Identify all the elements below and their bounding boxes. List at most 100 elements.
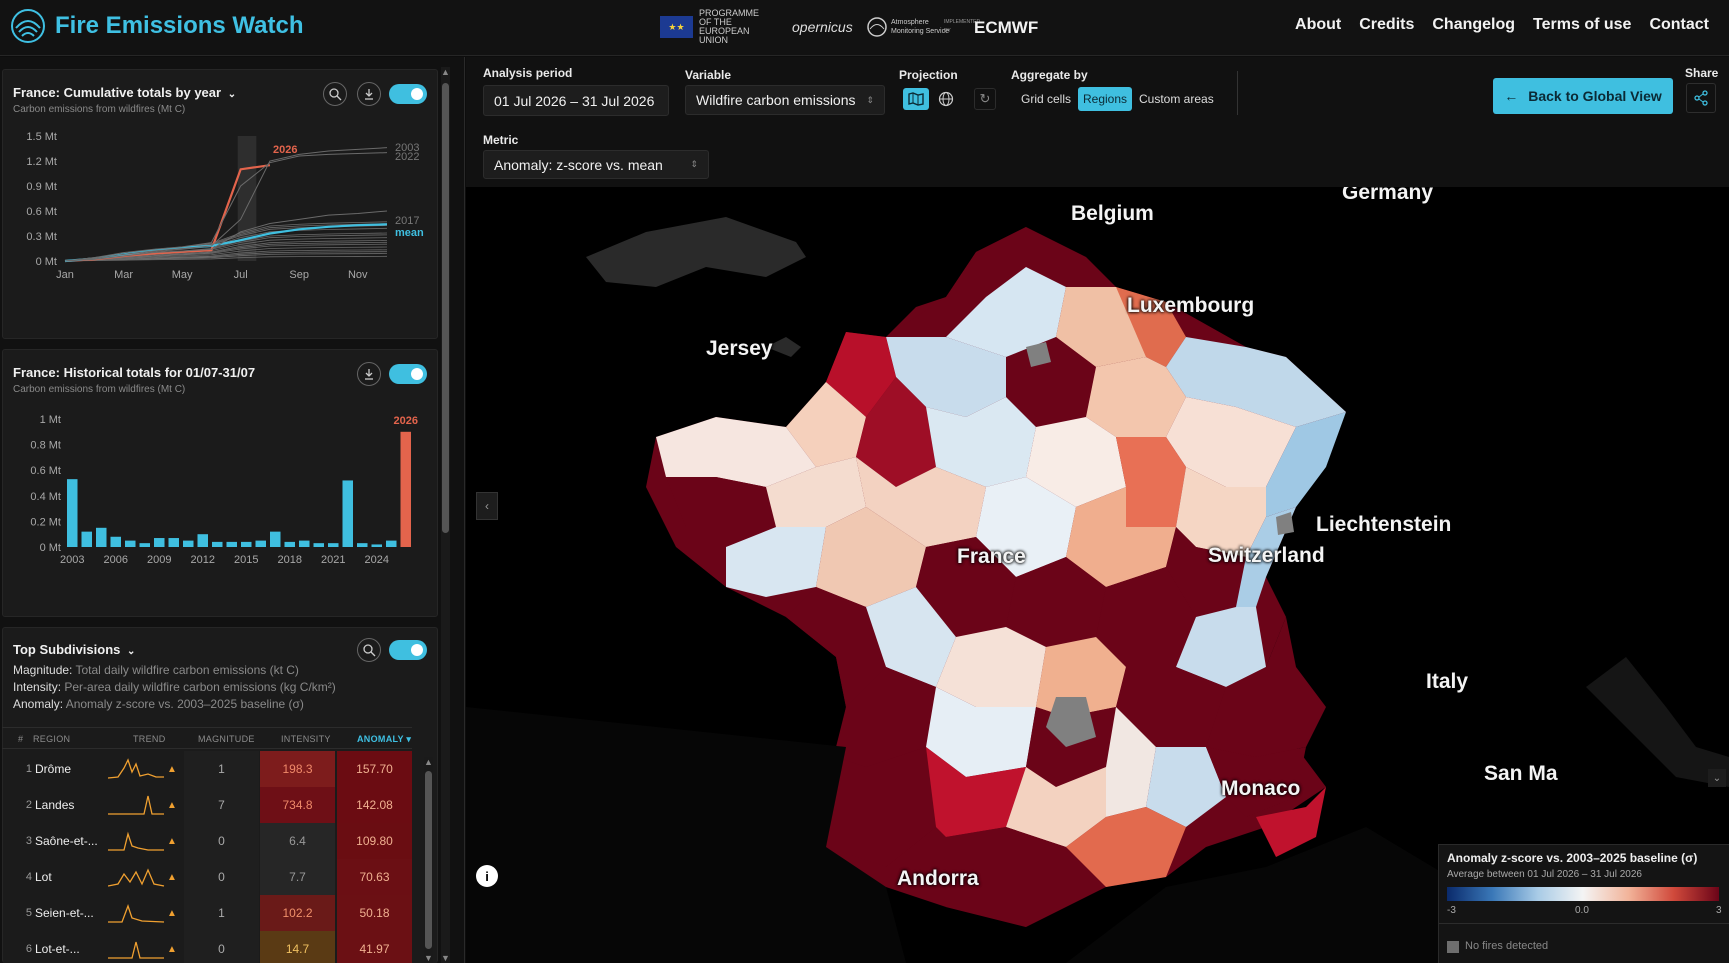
info-icon[interactable]: i xyxy=(476,865,498,887)
region-isere[interactable] xyxy=(1176,607,1266,687)
table-row[interactable]: 4 Lot 0 7.7 70.63 ▲ xyxy=(2,859,412,895)
region-loire-atlantique[interactable] xyxy=(726,527,826,597)
region-nord[interactable] xyxy=(886,227,1026,337)
cumulative-toggle[interactable] xyxy=(389,84,427,104)
france-regions-map[interactable] xyxy=(466,187,1729,963)
subdivisions-title[interactable]: Top Subdivisions ⌄ xyxy=(13,642,136,657)
region-vendee[interactable] xyxy=(786,587,886,707)
region-morbihan[interactable] xyxy=(666,477,776,547)
region-no-fire[interactable] xyxy=(1046,697,1096,747)
region-gers[interactable] xyxy=(926,747,1026,837)
region-bretagne-north[interactable] xyxy=(656,417,816,487)
table-scrollbar[interactable]: ▲ ▼ xyxy=(424,757,433,963)
region-vaucluse[interactable] xyxy=(1146,747,1226,827)
region-var[interactable] xyxy=(1256,787,1326,857)
variable-select[interactable]: Wildfire carbon emissions ⇕ xyxy=(685,85,885,115)
download-icon[interactable] xyxy=(357,82,381,106)
region-belfort-no-fire[interactable] xyxy=(1276,512,1294,535)
scroll-down-icon[interactable]: ▼ xyxy=(441,953,450,963)
scroll-down-icon[interactable]: ▼ xyxy=(424,953,433,963)
nav-about[interactable]: About xyxy=(1295,16,1342,33)
scroll-up-icon[interactable]: ▲ xyxy=(424,757,433,767)
region-nievre[interactable] xyxy=(976,477,1076,577)
table-row[interactable]: 6 Lot-et-... 0 14.7 41.97 ▲ xyxy=(2,931,412,963)
region-correze[interactable] xyxy=(926,687,1036,777)
region-creuse[interactable] xyxy=(936,627,1046,707)
region-hautes-alpes[interactable] xyxy=(1206,617,1326,757)
aggregate-grid-cells[interactable]: Grid cells xyxy=(1021,92,1072,106)
metric-select[interactable]: Anomaly: z-score vs. mean ⇕ xyxy=(483,150,709,179)
region-marne[interactable] xyxy=(1006,337,1096,427)
region-loiret[interactable] xyxy=(856,377,936,487)
region-landes[interactable] xyxy=(826,747,936,867)
back-to-global-button[interactable]: ← Back to Global View xyxy=(1493,78,1673,114)
aggregate-regions[interactable]: Regions xyxy=(1078,87,1133,111)
region-yonne[interactable] xyxy=(926,397,1036,487)
region-vosges[interactable] xyxy=(1166,397,1296,487)
col-anomaly[interactable]: ANOMALY ▾ xyxy=(357,734,412,744)
panel-scroll-thumb[interactable] xyxy=(442,83,449,533)
table-scroll-thumb[interactable] xyxy=(425,771,432,949)
col-intensity[interactable]: INTENSITY xyxy=(281,734,331,744)
region-indre[interactable] xyxy=(816,507,926,607)
aggregate-custom-areas[interactable]: Custom areas xyxy=(1139,92,1214,106)
region-loire[interactable] xyxy=(1096,567,1196,667)
region-doubs[interactable] xyxy=(1176,467,1266,557)
zoom-search-icon[interactable] xyxy=(323,82,347,106)
app-title[interactable]: Fire Emissions Watch xyxy=(55,12,304,39)
region-tarn[interactable] xyxy=(1006,767,1106,847)
table-row[interactable]: 3 Saône-et-... 0 6.4 109.80 ▲ xyxy=(2,823,412,859)
share-icon[interactable] xyxy=(1686,83,1716,113)
subdivisions-toggle[interactable] xyxy=(389,640,427,660)
search-icon[interactable] xyxy=(357,638,381,662)
region-cote-dor[interactable] xyxy=(1026,417,1126,507)
analysis-period-input[interactable]: 01 Jul 2026 – 31 Jul 2026 xyxy=(483,85,669,116)
region-haut-rhin[interactable] xyxy=(1266,412,1346,517)
region-ain[interactable] xyxy=(1166,527,1246,617)
region-allier[interactable] xyxy=(1066,487,1176,587)
scroll-up-icon[interactable]: ▲ xyxy=(441,67,450,77)
region-haute-marne[interactable] xyxy=(1086,357,1186,437)
region-aisne[interactable] xyxy=(946,267,1066,357)
chevron-down-icon[interactable]: ⌄ xyxy=(227,89,237,100)
chevron-down-icon[interactable]: ⌄ xyxy=(127,646,136,657)
nav-contact[interactable]: Contact xyxy=(1649,16,1709,33)
region-meuse[interactable] xyxy=(1116,287,1186,367)
choropleth-map[interactable]: Belgium Germany Luxembourg Jersey Liecht… xyxy=(466,187,1729,963)
region-ariege[interactable] xyxy=(946,827,1066,927)
region-charente[interactable] xyxy=(836,667,936,767)
col-magnitude[interactable]: MAGNITUDE xyxy=(198,734,255,744)
table-row[interactable]: 5 Seien-et-... 1 102.2 50.18 ▲ xyxy=(2,895,412,931)
region-calvados[interactable] xyxy=(786,382,866,467)
nav-terms[interactable]: Terms of use xyxy=(1533,16,1632,33)
region-eure[interactable] xyxy=(826,332,896,417)
globe-icon[interactable] xyxy=(935,88,957,110)
region-cher[interactable] xyxy=(916,537,1016,637)
region-paris-no-fire[interactable] xyxy=(1026,342,1051,367)
region-vienne[interactable] xyxy=(866,587,956,687)
nav-changelog[interactable]: Changelog xyxy=(1432,16,1516,33)
col-region[interactable]: REGION xyxy=(33,734,71,744)
region-saone-et-loire[interactable] xyxy=(1116,437,1186,527)
region-drome[interactable] xyxy=(1116,667,1226,747)
region-loir-et-cher[interactable] xyxy=(856,457,986,547)
cumulative-title[interactable]: France: Cumulative totals by year ⌄ xyxy=(13,85,237,100)
panel-scrollbar[interactable]: ▲ ▼ xyxy=(441,67,450,963)
download-icon[interactable] xyxy=(357,362,381,386)
nav-credits[interactable]: Credits xyxy=(1359,16,1415,33)
region-moselle[interactable] xyxy=(1166,337,1346,427)
reset-view-icon[interactable]: ↻ xyxy=(974,88,996,110)
map-projection-icon[interactable] xyxy=(903,88,929,110)
table-row[interactable]: 1 Drôme 1 198.3 157.70 ▲ xyxy=(2,751,412,787)
table-row[interactable]: 2 Landes 7 734.8 142.08 ▲ xyxy=(2,787,412,823)
app-logo-icon[interactable] xyxy=(10,8,46,44)
collapse-panel-button[interactable]: ‹ xyxy=(476,492,498,520)
region-herault[interactable] xyxy=(1066,807,1186,887)
region-alpes-maritimes[interactable] xyxy=(1206,747,1306,817)
region-ardeche[interactable] xyxy=(1106,707,1156,817)
region-mayenne[interactable] xyxy=(766,457,866,527)
historical-toggle[interactable] xyxy=(389,364,427,384)
chevron-down-icon[interactable]: ⌄ xyxy=(1708,769,1726,787)
region-puy-de-dome[interactable] xyxy=(1006,557,1106,647)
col-trend[interactable]: TREND xyxy=(133,734,166,744)
